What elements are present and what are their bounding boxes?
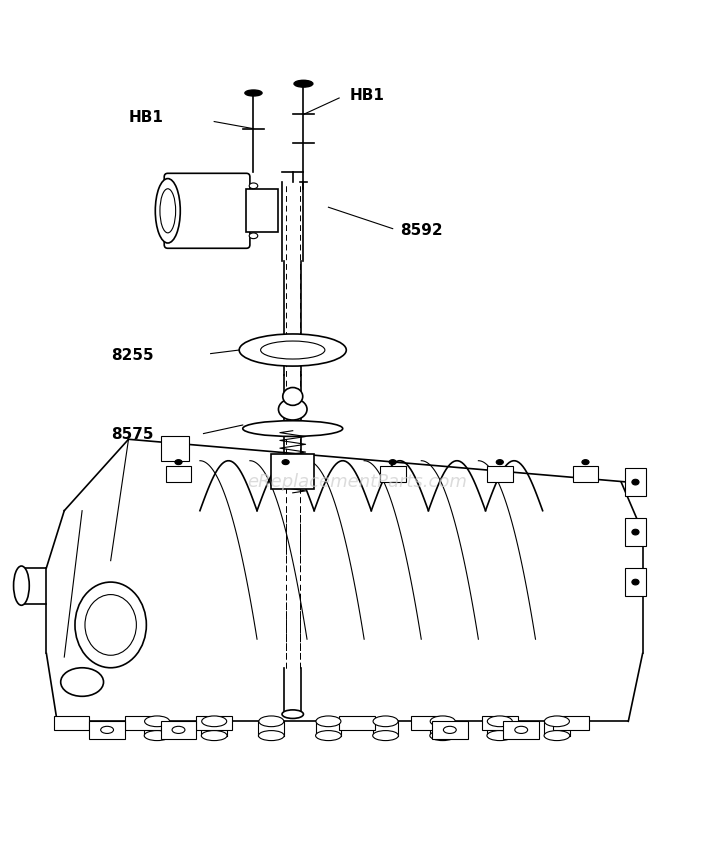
Ellipse shape bbox=[430, 731, 456, 740]
Bar bbox=[411, 716, 446, 730]
Ellipse shape bbox=[144, 731, 170, 740]
Text: 8255: 8255 bbox=[111, 348, 154, 363]
Bar bbox=[553, 716, 589, 730]
Ellipse shape bbox=[85, 595, 136, 655]
Ellipse shape bbox=[282, 460, 289, 465]
Bar bbox=[161, 436, 189, 461]
Bar bbox=[573, 467, 598, 482]
Text: HB1: HB1 bbox=[129, 110, 164, 126]
Text: 8592: 8592 bbox=[400, 223, 443, 238]
Bar bbox=[625, 568, 646, 597]
Ellipse shape bbox=[282, 710, 303, 718]
Bar bbox=[196, 716, 232, 730]
Ellipse shape bbox=[14, 566, 29, 605]
Bar bbox=[487, 467, 513, 482]
Ellipse shape bbox=[249, 233, 258, 239]
Ellipse shape bbox=[278, 399, 307, 420]
Ellipse shape bbox=[632, 479, 639, 485]
Ellipse shape bbox=[155, 178, 180, 243]
Ellipse shape bbox=[389, 460, 396, 465]
Bar bbox=[482, 716, 518, 730]
Ellipse shape bbox=[294, 80, 313, 88]
Bar bbox=[246, 190, 278, 232]
Ellipse shape bbox=[373, 716, 398, 727]
Ellipse shape bbox=[243, 421, 343, 436]
Bar bbox=[625, 468, 646, 496]
Ellipse shape bbox=[515, 726, 528, 734]
Ellipse shape bbox=[316, 716, 341, 727]
Ellipse shape bbox=[496, 460, 503, 465]
Text: HB1: HB1 bbox=[350, 88, 385, 103]
Ellipse shape bbox=[249, 183, 258, 189]
FancyBboxPatch shape bbox=[164, 173, 250, 248]
Ellipse shape bbox=[316, 731, 341, 740]
Ellipse shape bbox=[487, 731, 513, 740]
Ellipse shape bbox=[373, 731, 398, 740]
Ellipse shape bbox=[201, 716, 227, 727]
Ellipse shape bbox=[258, 731, 284, 740]
Bar bbox=[503, 722, 539, 740]
Bar bbox=[54, 716, 89, 730]
Ellipse shape bbox=[283, 388, 303, 405]
Bar bbox=[89, 722, 125, 740]
Bar bbox=[625, 518, 646, 547]
Ellipse shape bbox=[144, 716, 170, 727]
Ellipse shape bbox=[101, 726, 114, 734]
Bar bbox=[125, 716, 161, 730]
Ellipse shape bbox=[75, 582, 146, 668]
Bar bbox=[380, 467, 406, 482]
Ellipse shape bbox=[160, 189, 176, 233]
Bar bbox=[432, 722, 468, 740]
Bar bbox=[166, 467, 191, 482]
Ellipse shape bbox=[175, 460, 182, 465]
Ellipse shape bbox=[172, 726, 185, 734]
Ellipse shape bbox=[201, 731, 227, 740]
Ellipse shape bbox=[443, 726, 456, 734]
Ellipse shape bbox=[582, 460, 589, 465]
Ellipse shape bbox=[61, 668, 104, 696]
Text: 8575: 8575 bbox=[111, 428, 154, 443]
Bar bbox=[339, 716, 375, 730]
Ellipse shape bbox=[239, 334, 346, 366]
Ellipse shape bbox=[632, 579, 639, 585]
Bar bbox=[273, 467, 298, 482]
Ellipse shape bbox=[258, 716, 284, 727]
Ellipse shape bbox=[487, 716, 512, 727]
Ellipse shape bbox=[261, 341, 325, 359]
Ellipse shape bbox=[430, 716, 456, 727]
Ellipse shape bbox=[632, 530, 639, 535]
Ellipse shape bbox=[245, 90, 262, 96]
Ellipse shape bbox=[545, 716, 570, 727]
Bar bbox=[161, 722, 196, 740]
Text: eReplacementParts.com: eReplacementParts.com bbox=[247, 473, 467, 491]
Ellipse shape bbox=[544, 731, 570, 740]
Bar bbox=[271, 454, 314, 490]
